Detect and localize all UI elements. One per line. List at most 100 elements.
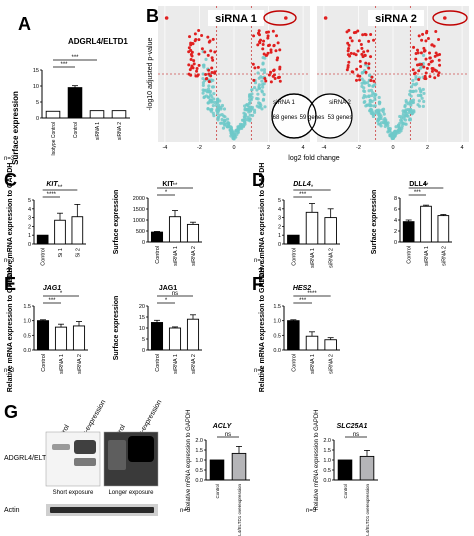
volcano-right-point-ns <box>367 94 371 99</box>
volcano-right-point-sig <box>423 76 427 80</box>
volcano-right-point-ns <box>376 118 381 122</box>
c-surf-ytick-label: 0 <box>142 240 145 246</box>
volcano-left-point-ns <box>230 133 235 137</box>
volcano-right-point-sig <box>349 51 353 55</box>
volcano-left-point-sig <box>278 67 282 71</box>
volcano-left-point-ns <box>253 81 258 85</box>
volcano-right-point-sig <box>437 71 441 75</box>
volcano-left-point-ns <box>243 107 247 111</box>
g-slc-x-tick-label: Control <box>343 484 348 499</box>
volcano-left-point-sig <box>211 37 215 41</box>
volcano-right-point-ns <box>417 104 422 108</box>
f-mrna-sig-label: *** <box>299 298 307 304</box>
volcano-right-point-ns <box>371 112 376 116</box>
d-surf-x-tick-label: siRNA 1 <box>424 246 430 266</box>
volcano-right-point-sig <box>420 38 424 42</box>
volcano-right-point-ns <box>368 99 372 103</box>
volcano-left-point-sig <box>267 73 271 77</box>
panel-g-blot: Control Over-expression Control Over-exp… <box>4 399 163 516</box>
volcano-right-point-ns <box>367 83 371 88</box>
volcano-left-point-sig <box>190 64 194 68</box>
volcano-right-point-ns <box>409 109 414 113</box>
volcano-right-point-ns <box>405 113 409 118</box>
volcano-right-xtick-label: 2 <box>426 145 429 151</box>
volcano-right-point-sig <box>432 44 436 48</box>
volcano-left-point-ns <box>262 70 267 74</box>
volcano-right-point-ns <box>397 124 401 128</box>
volcano-left-point-sig <box>261 47 265 51</box>
volcano-left-point-ns <box>242 118 246 122</box>
panel-letter-e: E <box>4 274 16 294</box>
volcano-right-highlight <box>432 10 468 26</box>
volcano-right-point-ns <box>363 81 367 85</box>
volcano-left-point-sig <box>187 63 191 67</box>
e-mrna-ytick-label: 1.5 <box>23 304 31 310</box>
volcano-right-point-ns <box>414 89 418 93</box>
blot-long-caption: Longer exposure <box>108 490 154 496</box>
panel-c: KIT Relative mRNA expression to GAPDH n=… <box>4 163 202 287</box>
volcano-right-point-ns <box>399 118 403 122</box>
volcano-left-point-sig <box>274 49 278 53</box>
volcano-left-point-ns <box>256 97 260 101</box>
panel-f-mrna-title: HES2 <box>293 285 311 292</box>
volcano-right-point-sig <box>411 68 415 72</box>
g-acly-ytick-label: 1.0 <box>195 458 203 464</box>
volcano-left-point-sig <box>252 78 256 82</box>
volcano-right-point-ns <box>419 65 424 69</box>
volcano-left-point-ns <box>231 136 235 141</box>
g-slc-ytick-label: 0.0 <box>323 478 331 484</box>
volcano-left-point-sig <box>195 69 199 73</box>
volcano-right-point-ns <box>362 89 367 94</box>
volcano-right-point-sig <box>346 53 350 57</box>
volcano-right-point-ns <box>407 111 411 115</box>
volcano-right-point-ns <box>377 113 381 118</box>
volcano-left-point-sig <box>266 30 270 34</box>
volcano-right-point-sig <box>358 59 362 63</box>
volcano-left-point-ns <box>260 82 265 87</box>
g-acly-sig-label: ns <box>225 432 231 438</box>
volcano-left-point-ns <box>260 89 264 93</box>
volcano-right-point-sig <box>366 49 370 53</box>
volcano-left-point-ns <box>216 108 221 112</box>
d-mrna-ytick-label: 1 <box>278 233 281 239</box>
volcano-left-point-sig <box>275 34 279 38</box>
f-mrna-bar <box>324 339 337 351</box>
panel-c-n: n=3 <box>4 258 15 264</box>
volcano-left-point-sig <box>258 40 262 44</box>
blot-target-label: ADGRL4/ELTD1 <box>4 455 55 462</box>
volcano-left-point-sig <box>200 33 204 37</box>
volcano-right-point-ns <box>406 102 410 106</box>
volcano-right-point-sig <box>426 36 430 40</box>
f-mrna-bar <box>305 335 319 351</box>
a-bar <box>89 110 105 119</box>
volcano-left-point-sig <box>256 65 260 69</box>
volcano-right-point-ns <box>416 93 420 98</box>
volcano-left-point-sig <box>197 28 201 32</box>
volcano-right-point-ns <box>410 85 414 89</box>
chart-e-surface: 0 5 10 15 20 Control siRNA 1 siRNA 2 * ns <box>139 291 202 374</box>
c-mrna-ytick-label: 5 <box>28 198 31 204</box>
volcano-left-point-ns <box>220 113 224 117</box>
volcano-left-point-sig <box>266 36 270 40</box>
volcano-right-point-sig <box>358 78 362 82</box>
volcano-left-point-sig <box>208 39 212 43</box>
d-mrna-ytick-label: 0 <box>278 242 281 248</box>
volcano-left-point-sig <box>252 34 256 38</box>
volcano-left-point-sig <box>197 38 201 42</box>
volcano-right-point-sig <box>348 36 352 40</box>
volcano-right-point-sig <box>355 67 359 71</box>
e-surf-sig-label: * <box>165 298 168 304</box>
c-surf-x-tick-label: Control <box>155 246 161 264</box>
volcano-left-point-ns <box>201 72 205 76</box>
volcano-right-point-ns <box>377 100 382 104</box>
volcano-left-point-sig <box>188 35 192 39</box>
volcano-left-point-sig <box>251 62 255 66</box>
volcano-left-point-sig <box>269 80 273 84</box>
volcano-right-title: siRNA 2 <box>375 13 417 25</box>
blot-long-band-1 <box>108 440 126 470</box>
volcano-left-point-ns <box>223 123 227 127</box>
